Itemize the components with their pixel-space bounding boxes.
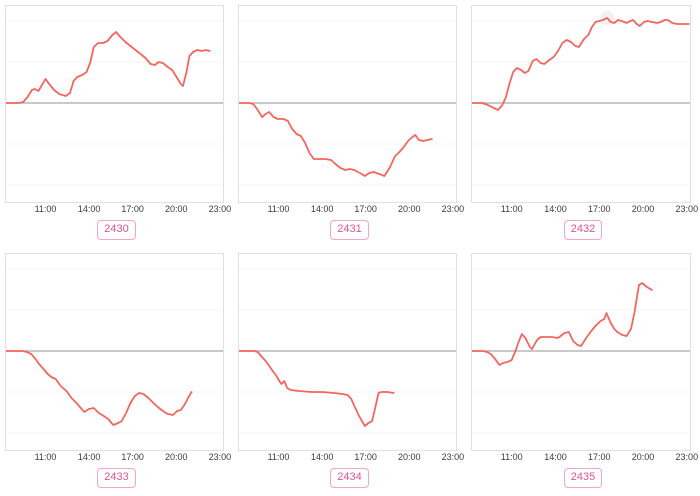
x-axis-labels: 11:00 14:00 17:00 20:00 23:00 (5, 204, 232, 217)
x-tick-label: 20:00 (631, 204, 655, 214)
chart-id-row: 2433 (0, 467, 233, 488)
chart-id-row: 2434 (233, 467, 466, 488)
x-tick-label: 20:00 (397, 204, 421, 214)
x-axis-labels: 11:00 14:00 17:00 20:00 23:00 (5, 452, 232, 465)
x-tick-label: 23:00 (441, 204, 465, 214)
x-axis-labels: 11:00 14:00 17:00 20:00 23:00 (471, 452, 698, 465)
price-line (239, 102, 433, 177)
chart-id-badge[interactable]: 2435 (563, 468, 603, 488)
sparkline-chart-2430[interactable] (5, 5, 224, 203)
x-axis-labels: 11:00 14:00 17:00 20:00 23:00 (238, 204, 465, 217)
x-tick-label: 11:00 (34, 452, 57, 462)
x-axis-labels: 11:00 14:00 17:00 20:00 23:00 (238, 452, 465, 465)
chart-id-row: 2431 (233, 219, 466, 240)
sparkline-svg (239, 268, 456, 434)
chart-cell: 11:00 14:00 17:00 20:00 23:00 2431 (233, 0, 466, 248)
x-tick-label: 14:00 (544, 204, 567, 214)
x-tick-label: 17:00 (587, 452, 611, 462)
price-line (472, 282, 653, 366)
sparkline-chart-2433[interactable] (5, 253, 224, 451)
price-line (239, 350, 395, 427)
x-tick-label: 11:00 (500, 204, 523, 214)
chart-id-badge[interactable]: 2434 (330, 468, 369, 488)
x-tick-label: 14:00 (544, 452, 567, 462)
chart-id-row: 2432 (466, 219, 700, 240)
sparkline-svg (239, 20, 456, 186)
x-tick-label: 17:00 (354, 452, 377, 462)
price-line (6, 350, 193, 426)
x-tick-label: 23:00 (675, 452, 699, 462)
x-tick-label: 14:00 (77, 204, 101, 214)
sparkline-chart-2435[interactable] (471, 253, 691, 451)
x-tick-label: 11:00 (267, 204, 290, 214)
price-line (6, 31, 211, 104)
x-axis-labels: 11:00 14:00 17:00 20:00 23:00 (471, 204, 698, 217)
sparkline-svg (6, 20, 223, 186)
x-tick-label: 17:00 (121, 204, 144, 214)
sparkline-chart-2431[interactable] (238, 5, 457, 203)
x-tick-label: 20:00 (164, 452, 188, 462)
chart-cell: 11:00 14:00 17:00 20:00 23:00 2434 (233, 248, 466, 496)
chart-id-row: 2435 (466, 467, 700, 488)
chart-id-row: 2430 (0, 219, 233, 240)
x-tick-label: 11:00 (500, 452, 523, 462)
x-tick-label: 14:00 (310, 452, 334, 462)
chart-id-badge[interactable]: 2430 (97, 220, 136, 240)
chart-id-badge[interactable]: 2433 (97, 468, 136, 488)
x-tick-label: 11:00 (267, 452, 290, 462)
x-tick-label: 17:00 (587, 204, 611, 214)
x-tick-label: 23:00 (441, 452, 465, 462)
chart-cell: 11:00 14:00 17:00 20:00 23:00 2433 (0, 248, 233, 496)
x-tick-label: 23:00 (675, 204, 699, 214)
chart-cell: 11:00 14:00 17:00 20:00 23:00 2430 (0, 0, 233, 248)
sparkline-svg (472, 11, 690, 186)
price-line (472, 17, 690, 111)
x-tick-label: 14:00 (310, 204, 334, 214)
sparkline-chart-2434[interactable] (238, 253, 457, 451)
x-tick-label: 20:00 (164, 204, 188, 214)
sparkline-chart-2432[interactable] (471, 5, 691, 203)
x-tick-label: 17:00 (121, 452, 144, 462)
chart-cell: 11:00 14:00 17:00 20:00 23:00 2435 (466, 248, 700, 496)
x-tick-label: 14:00 (77, 452, 101, 462)
sparkline-svg (472, 268, 690, 434)
chart-cell: 11:00 14:00 17:00 20:00 23:00 2432 (466, 0, 700, 248)
x-tick-label: 20:00 (397, 452, 421, 462)
x-tick-label: 17:00 (354, 204, 377, 214)
x-tick-label: 20:00 (631, 452, 655, 462)
x-tick-label: 23:00 (208, 204, 232, 214)
x-tick-label: 23:00 (208, 452, 232, 462)
chart-id-badge[interactable]: 2432 (563, 220, 603, 240)
sparkline-svg (6, 268, 223, 434)
chart-id-badge[interactable]: 2431 (330, 220, 369, 240)
x-tick-label: 11:00 (34, 204, 57, 214)
